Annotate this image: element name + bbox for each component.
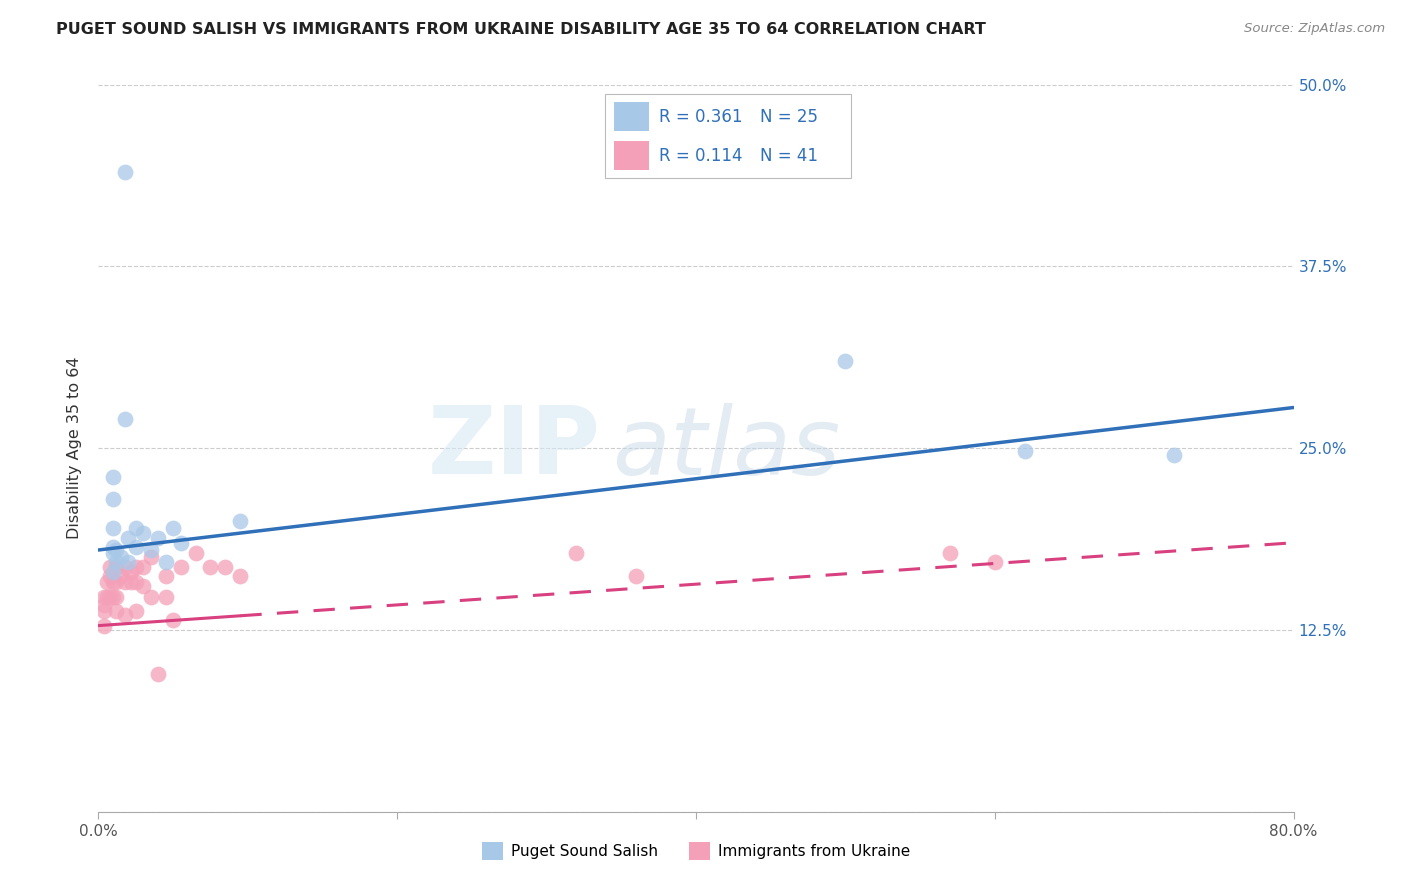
Text: R = 0.361: R = 0.361 <box>658 108 742 126</box>
Point <box>103 521 125 535</box>
FancyBboxPatch shape <box>614 141 650 169</box>
Point <box>117 555 139 569</box>
Text: N = 41: N = 41 <box>759 146 818 164</box>
Point <box>214 560 236 574</box>
Point <box>98 560 122 574</box>
Point <box>105 604 128 618</box>
Point <box>110 550 132 565</box>
Point <box>169 560 191 574</box>
Point <box>162 521 184 535</box>
Point <box>93 618 115 632</box>
Point <box>984 555 1007 569</box>
Point <box>98 590 122 604</box>
Point <box>103 546 125 560</box>
Point <box>148 532 170 546</box>
Point <box>114 165 136 179</box>
Point <box>103 492 125 507</box>
Point <box>103 565 125 579</box>
Point <box>139 590 162 604</box>
Point <box>169 535 191 549</box>
Text: N = 25: N = 25 <box>759 108 818 126</box>
Point <box>139 550 162 565</box>
Point <box>93 590 115 604</box>
Point <box>125 540 148 554</box>
Point <box>103 574 125 589</box>
Point <box>114 560 136 574</box>
Text: PUGET SOUND SALISH VS IMMIGRANTS FROM UKRAINE DISABILITY AGE 35 TO 64 CORRELATIO: PUGET SOUND SALISH VS IMMIGRANTS FROM UK… <box>56 22 986 37</box>
Point <box>162 613 184 627</box>
Point <box>93 599 115 613</box>
Point <box>105 543 128 558</box>
Point <box>93 604 115 618</box>
FancyBboxPatch shape <box>605 94 851 178</box>
Point <box>103 540 125 554</box>
Point <box>105 560 128 574</box>
Point <box>132 560 155 574</box>
Point <box>229 514 252 528</box>
Point <box>200 560 222 574</box>
Y-axis label: Disability Age 35 to 64: Disability Age 35 to 64 <box>66 357 82 540</box>
Point <box>114 574 136 589</box>
Point <box>834 354 856 368</box>
Point <box>125 604 148 618</box>
Point <box>939 546 962 560</box>
Point <box>155 569 177 583</box>
Point <box>117 532 139 546</box>
Point <box>155 555 177 569</box>
Text: Source: ZipAtlas.com: Source: ZipAtlas.com <box>1244 22 1385 36</box>
Point <box>626 569 648 583</box>
Point <box>132 525 155 540</box>
Point <box>103 590 125 604</box>
Point <box>565 546 588 560</box>
Point <box>98 569 122 583</box>
Point <box>103 470 125 484</box>
Point <box>1014 444 1036 458</box>
Point <box>105 555 128 569</box>
Text: R = 0.114: R = 0.114 <box>658 146 742 164</box>
Point <box>105 574 128 589</box>
Point <box>125 560 148 574</box>
Text: ZIP: ZIP <box>427 402 600 494</box>
Point <box>120 574 142 589</box>
Point <box>114 608 136 623</box>
Point <box>96 574 118 589</box>
Text: atlas: atlas <box>613 402 841 494</box>
Point <box>184 546 207 560</box>
FancyBboxPatch shape <box>614 103 650 131</box>
Point <box>114 412 136 426</box>
Point <box>139 543 162 558</box>
Legend: Puget Sound Salish, Immigrants from Ukraine: Puget Sound Salish, Immigrants from Ukra… <box>475 836 917 866</box>
Point <box>132 579 155 593</box>
Point <box>148 666 170 681</box>
Point <box>105 590 128 604</box>
Point <box>229 569 252 583</box>
Point <box>110 569 132 583</box>
Point <box>125 574 148 589</box>
Point <box>120 565 142 579</box>
Point <box>125 521 148 535</box>
Point <box>96 590 118 604</box>
Point <box>155 590 177 604</box>
Point <box>1163 449 1185 463</box>
